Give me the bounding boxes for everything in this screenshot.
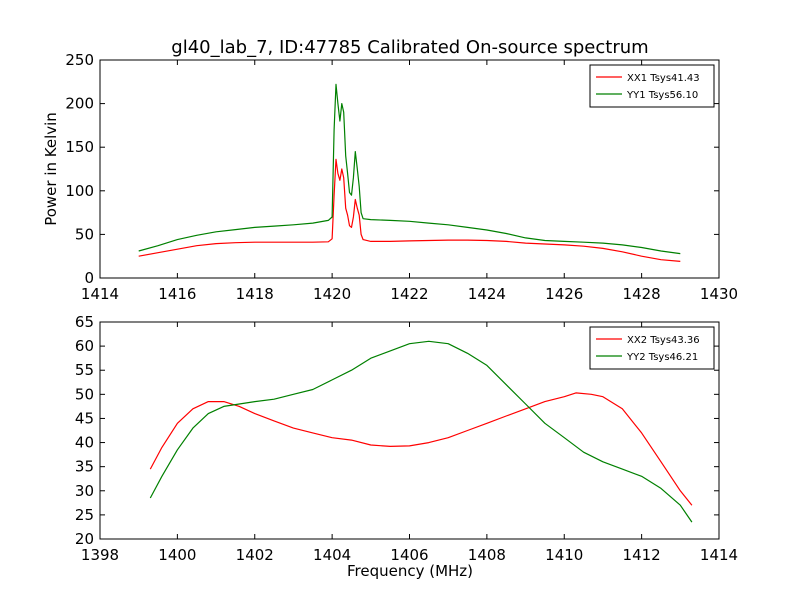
- top-y-tick-label: 100: [65, 182, 94, 200]
- bottom-y-tick-label: 50: [75, 385, 94, 403]
- top-x-tick-label: 1414: [81, 285, 119, 303]
- top-x-tick-label: 1426: [545, 285, 583, 303]
- top-x-tick-label: 1422: [390, 285, 428, 303]
- bottom-x-tick-label: 1402: [236, 546, 274, 564]
- top-x-tick-label: 1420: [313, 285, 351, 303]
- bottom-x-tick-label: 1398: [81, 546, 119, 564]
- top-x-tick-label: 1428: [623, 285, 661, 303]
- bottom-y-tick-label: 65: [75, 313, 94, 331]
- top-y-tick-label: 250: [65, 51, 94, 69]
- top-y-tick-label: 0: [84, 269, 94, 287]
- top-spectrum-panel: 1414 1416 1418 1420 1422 1424 1426 1428 1430 0 50 1…: [65, 51, 738, 303]
- top-series-line-2: [138, 83, 681, 255]
- bottom-plot-frame: [99, 321, 720, 540]
- bottom-y-tick-label: 20: [75, 530, 94, 548]
- bottom-x-tick-label: 1410: [545, 546, 583, 564]
- bottom-legend: [589, 326, 715, 370]
- bottom-spectrum-panel: 1398 1400 1402 1404 1406 1408 1410 1412 1414 20 25…: [75, 313, 738, 564]
- top-y-tick-label: 150: [65, 138, 94, 156]
- bottom-x-tick-label: 1406: [390, 546, 428, 564]
- top-x-tick-label: 1430: [700, 285, 738, 303]
- top-y-tick-label: 200: [65, 95, 94, 113]
- top-plot-frame: [99, 59, 720, 279]
- bottom-y-tick-label: 55: [75, 361, 94, 379]
- bottom-legend-label-1: XX2 Tsys43.36: [627, 335, 700, 346]
- chart-title: gl40_lab_7, ID:47785 Calibrated On-sourc…: [171, 37, 648, 58]
- bottom-y-tick-label: 45: [75, 409, 94, 427]
- bottom-x-tick-label: 1400: [158, 546, 196, 564]
- top-series-line-1: [138, 158, 681, 262]
- bottom-legend-label-2: YY2 Tsys46.21: [626, 352, 698, 363]
- bottom-y-tick-label: 30: [75, 482, 94, 500]
- bottom-series-line-2: [149, 340, 693, 523]
- top-legend-label-1: XX1 Tsys41.43: [627, 73, 700, 84]
- bottom-x-tick-label: 1404: [313, 546, 351, 564]
- bottom-x-tick-label: 1414: [700, 546, 738, 564]
- top-legend-label-2: YY1 Tsys56.10: [626, 90, 698, 101]
- bottom-y-tick-label: 60: [75, 337, 94, 355]
- bottom-x-axis-label: Frequency (MHz): [347, 562, 473, 580]
- top-x-tick-label: 1424: [468, 285, 506, 303]
- bottom-y-tick-label: 35: [75, 458, 94, 476]
- bottom-y-tick-label: 40: [75, 434, 94, 452]
- top-legend: [589, 64, 715, 108]
- bottom-x-tick-label: 1408: [468, 546, 506, 564]
- top-y-axis-label: Power in Kelvin: [42, 112, 60, 226]
- bottom-x-tick-label: 1412: [623, 546, 661, 564]
- bottom-series-line-1: [149, 392, 693, 506]
- top-y-tick-label: 50: [75, 225, 94, 243]
- top-x-tick-label: 1416: [158, 285, 196, 303]
- bottom-y-tick-label: 25: [75, 506, 94, 524]
- top-x-tick-label: 1418: [236, 285, 274, 303]
